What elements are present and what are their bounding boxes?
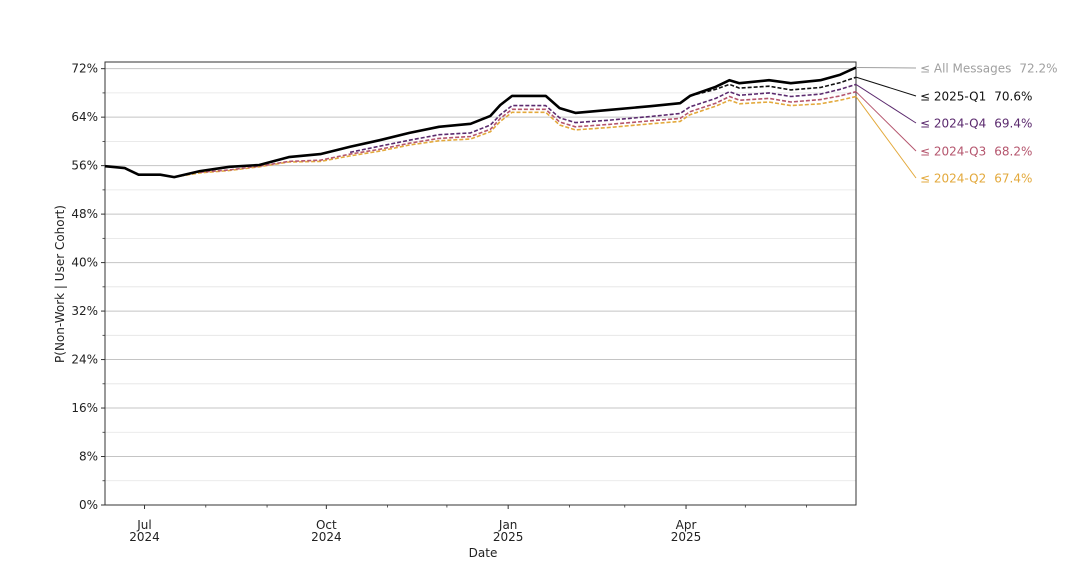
series-line — [689, 76, 857, 97]
series-line — [104, 66, 857, 179]
label-connector — [855, 91, 917, 152]
series-end-value: 70.6% — [994, 90, 1032, 104]
y-tick-label: 64% — [71, 110, 98, 124]
series-end-value: 68.2% — [994, 145, 1032, 159]
x-axis-label: Date — [469, 546, 498, 560]
series-end-label: ≤ 2025-Q1 70.6% — [920, 90, 1032, 104]
x-tick-label: Oct 2024 — [311, 518, 342, 544]
y-tick-label: 32% — [71, 304, 98, 318]
series-end-value: 72.2% — [1019, 62, 1057, 76]
x-tick-label: Jul 2024 — [129, 518, 160, 544]
y-tick-label: 56% — [71, 159, 98, 173]
series-end-label: ≤ All Messages 72.2% — [920, 62, 1058, 76]
series-line — [199, 90, 857, 174]
series-end-value: 67.4% — [994, 172, 1032, 186]
y-tick-label: 16% — [71, 401, 98, 415]
series-name: ≤ 2025-Q1 — [920, 90, 986, 104]
plot-frame — [104, 61, 857, 506]
series-end-label: ≤ 2024-Q3 68.2% — [920, 145, 1032, 159]
x-tick-label: Apr 2025 — [670, 518, 702, 544]
series-name: ≤ 2024-Q4 — [920, 117, 986, 131]
y-tick-label: 8% — [79, 450, 98, 464]
y-axis-label: P(Non-Work | User Cohort) — [53, 205, 67, 363]
x-tick-label: Jan 2025 — [492, 518, 524, 544]
y-tick-label: 72% — [71, 62, 98, 76]
series-name: ≤ All Messages — [920, 62, 1011, 76]
series-name: ≤ 2024-Q2 — [920, 172, 986, 186]
label-connector — [855, 84, 917, 124]
series-end-value: 69.4% — [994, 117, 1032, 131]
label-connector — [855, 66, 917, 69]
y-tick-label: 0% — [79, 498, 98, 512]
series-line — [349, 83, 857, 154]
series-end-label: ≤ 2024-Q2 67.4% — [920, 172, 1032, 186]
label-connector — [855, 96, 917, 179]
y-tick-label: 24% — [71, 353, 98, 367]
y-tick-label: 48% — [71, 207, 98, 221]
label-connector — [855, 76, 917, 97]
series-end-label: ≤ 2024-Q4 69.4% — [920, 117, 1032, 131]
series-name: ≤ 2024-Q3 — [920, 145, 986, 159]
y-tick-label: 40% — [71, 256, 98, 270]
